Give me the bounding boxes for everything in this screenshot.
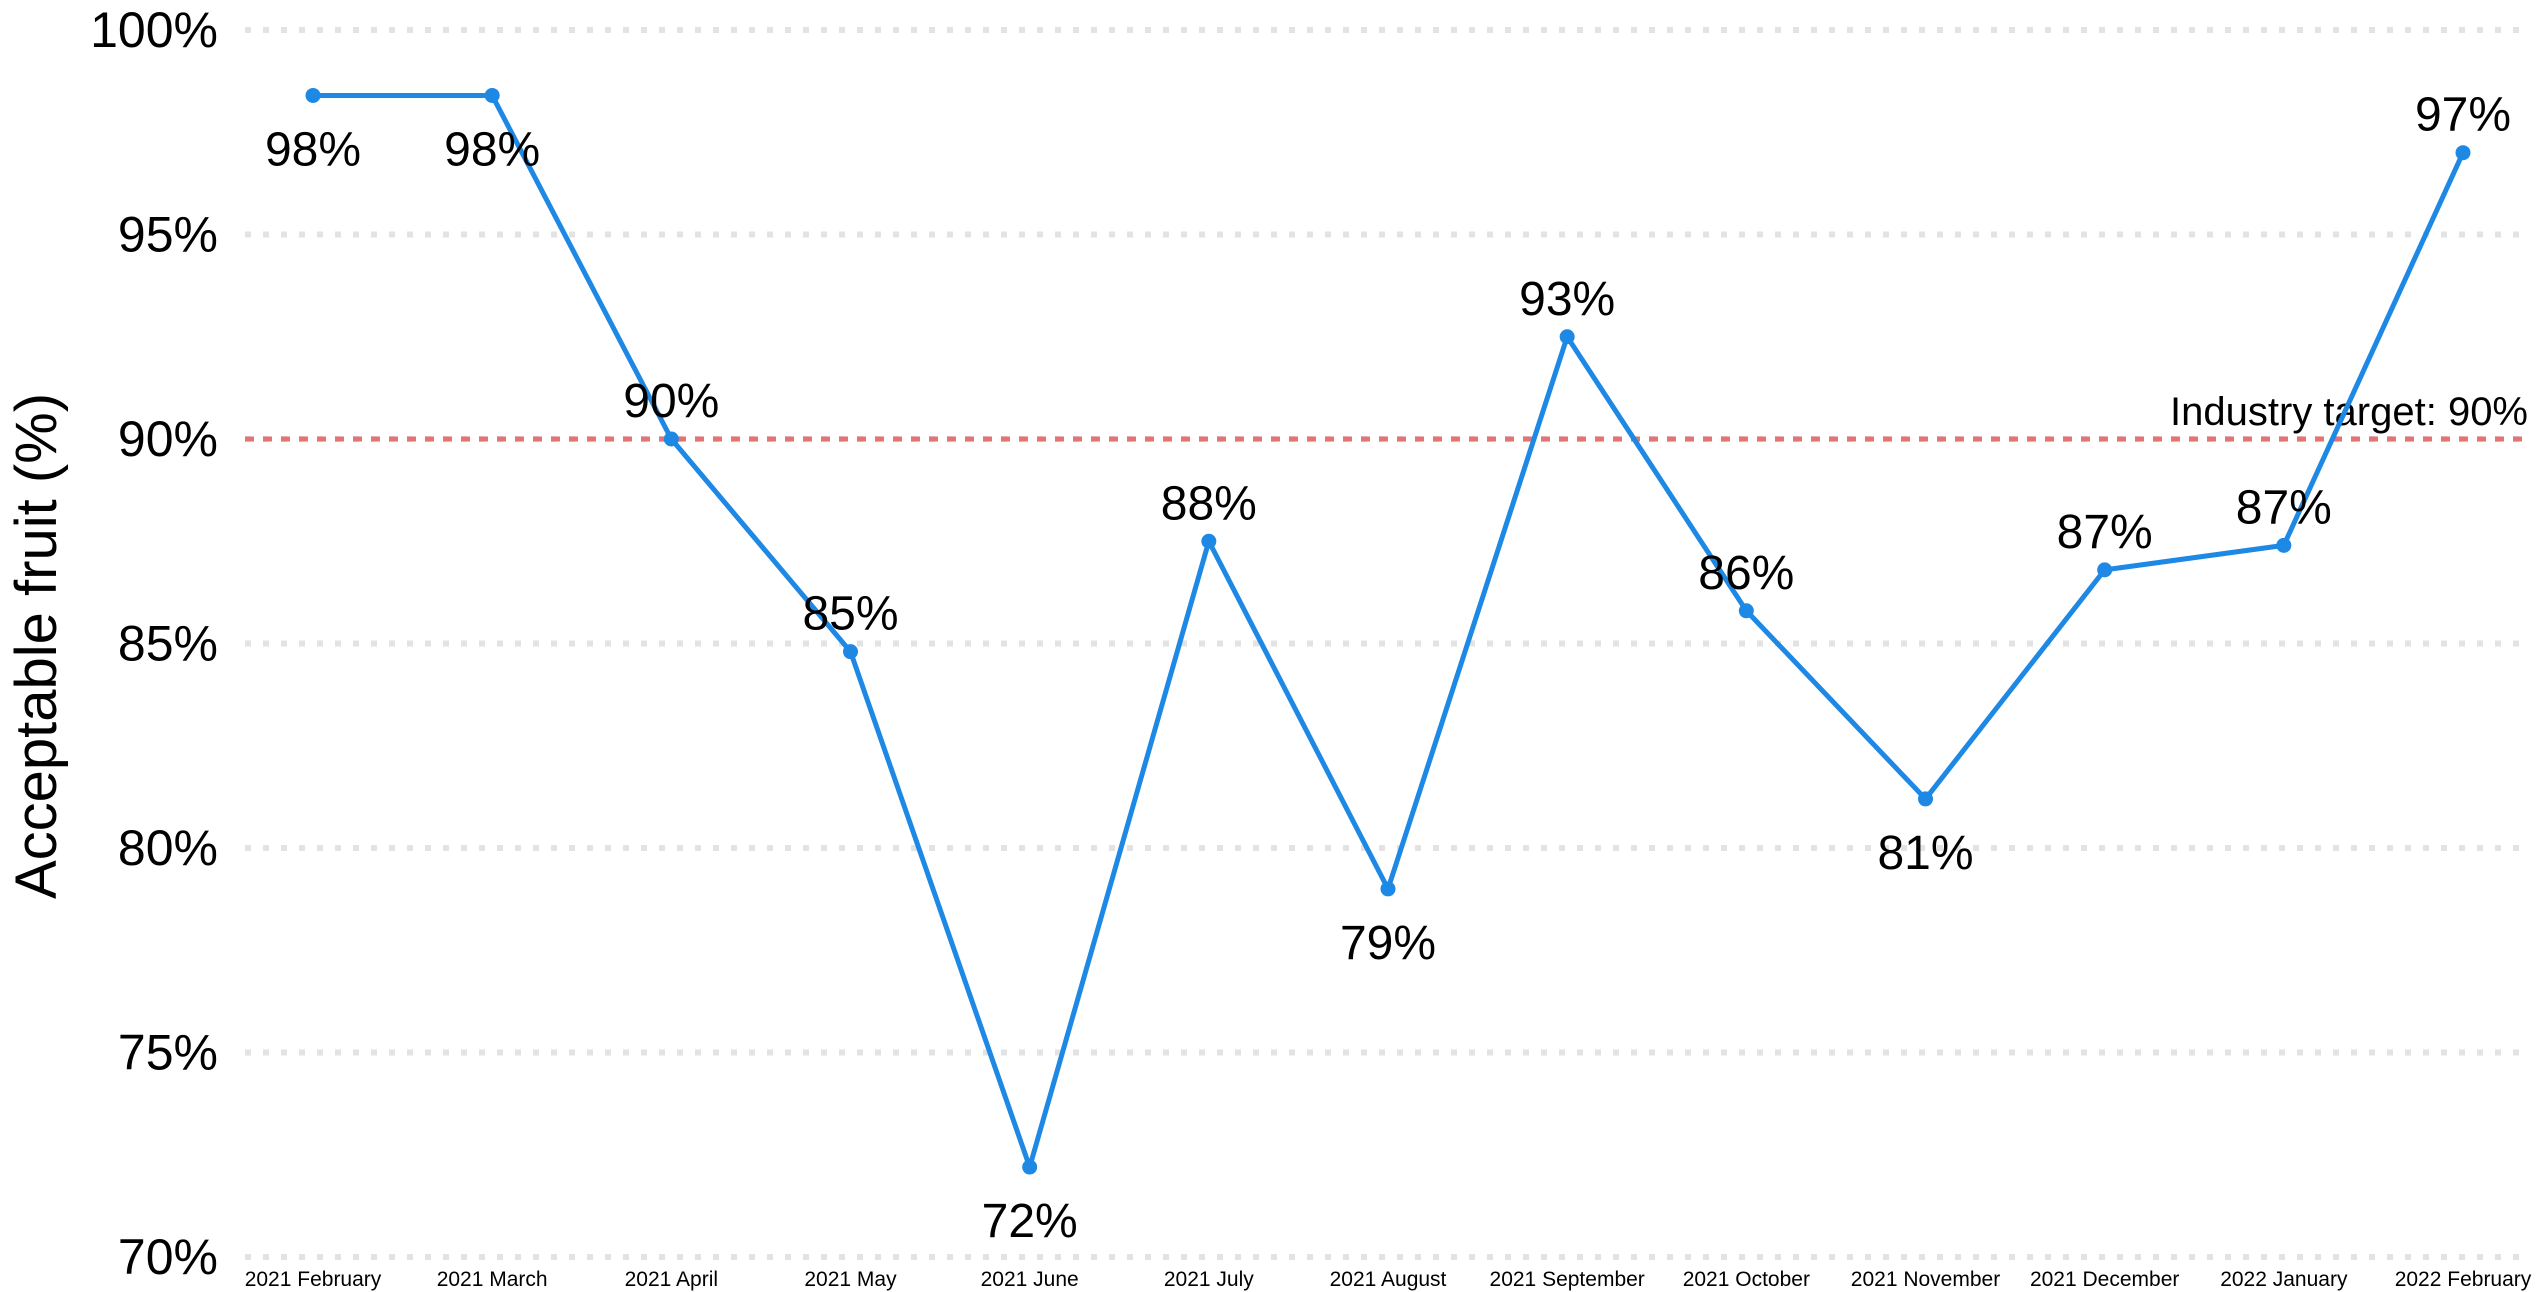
data-point [1380, 881, 1396, 897]
x-tick-label: 2021 February [245, 1268, 382, 1291]
data-label: 87% [2057, 506, 2153, 559]
data-label: 97% [2415, 89, 2511, 142]
y-tick-label: 95% [118, 207, 218, 263]
data-label: 81% [1877, 827, 1973, 880]
data-label: 79% [1340, 917, 1436, 970]
y-tick-label: 70% [118, 1229, 218, 1285]
x-tick-label: 2021 December [2030, 1268, 2179, 1291]
data-point [1559, 329, 1575, 345]
data-point [2276, 537, 2292, 553]
data-point [843, 644, 858, 660]
y-tick-label: 90% [118, 411, 218, 467]
data-label: 98% [265, 123, 361, 176]
data-label: 88% [1161, 477, 1257, 530]
x-tick-label: 2021 October [1683, 1268, 1810, 1291]
data-point [2455, 145, 2471, 161]
x-tick-label: 2021 June [981, 1268, 1079, 1291]
y-tick-label: 75% [118, 1025, 218, 1081]
series-group: 98% 98% 90% 85% 72% 88% 79% 93% 86% 81% 87% 87% 97% [265, 87, 2511, 1248]
x-tick-label: 2021 September [1490, 1268, 1645, 1291]
y-tick-label: 85% [118, 616, 218, 672]
data-label: 87% [2236, 481, 2332, 534]
data-label: 93% [1519, 273, 1615, 326]
x-tick-label: 2021 March [437, 1268, 548, 1291]
data-point [1201, 533, 1217, 549]
x-tick-label: 2021 November [1851, 1268, 2000, 1291]
x-tick-label: 2021 May [804, 1268, 897, 1291]
data-label: 86% [1698, 547, 1794, 600]
data-point [484, 87, 500, 103]
x-tick-label: 2022 January [2220, 1268, 2348, 1291]
data-point [305, 87, 321, 103]
data-label: 98% [444, 123, 540, 176]
y-tick-label: 100% [90, 2, 218, 58]
data-point [1918, 791, 1933, 807]
x-axis-ticks: 2021 February 2021 March 2021 April 2021 Ma… [245, 1268, 2532, 1291]
x-tick-label: 2021 July [1164, 1268, 1254, 1291]
x-tick-label: 2021 August [1330, 1268, 1447, 1291]
data-point [2097, 562, 2113, 578]
data-label: 72% [982, 1195, 1078, 1248]
y-tick-label: 80% [118, 820, 218, 876]
data-label: 90% [623, 375, 719, 428]
data-point [663, 431, 679, 447]
x-tick-label: 2021 April [625, 1268, 718, 1291]
x-tick-label: 2022 February [2395, 1268, 2532, 1291]
data-point [1738, 603, 1754, 619]
y-axis-label: Acceptable fruit (%) [4, 393, 69, 899]
data-point [1022, 1159, 1038, 1175]
y-axis-ticks: 70% 75% 80% 85% 90% 95% 100% [90, 2, 218, 1285]
data-label: 85% [802, 588, 898, 641]
series-line [313, 92, 2466, 1170]
reference-line-group: Industry target: 90% [245, 390, 2528, 442]
grid-lines [245, 27, 2525, 1260]
